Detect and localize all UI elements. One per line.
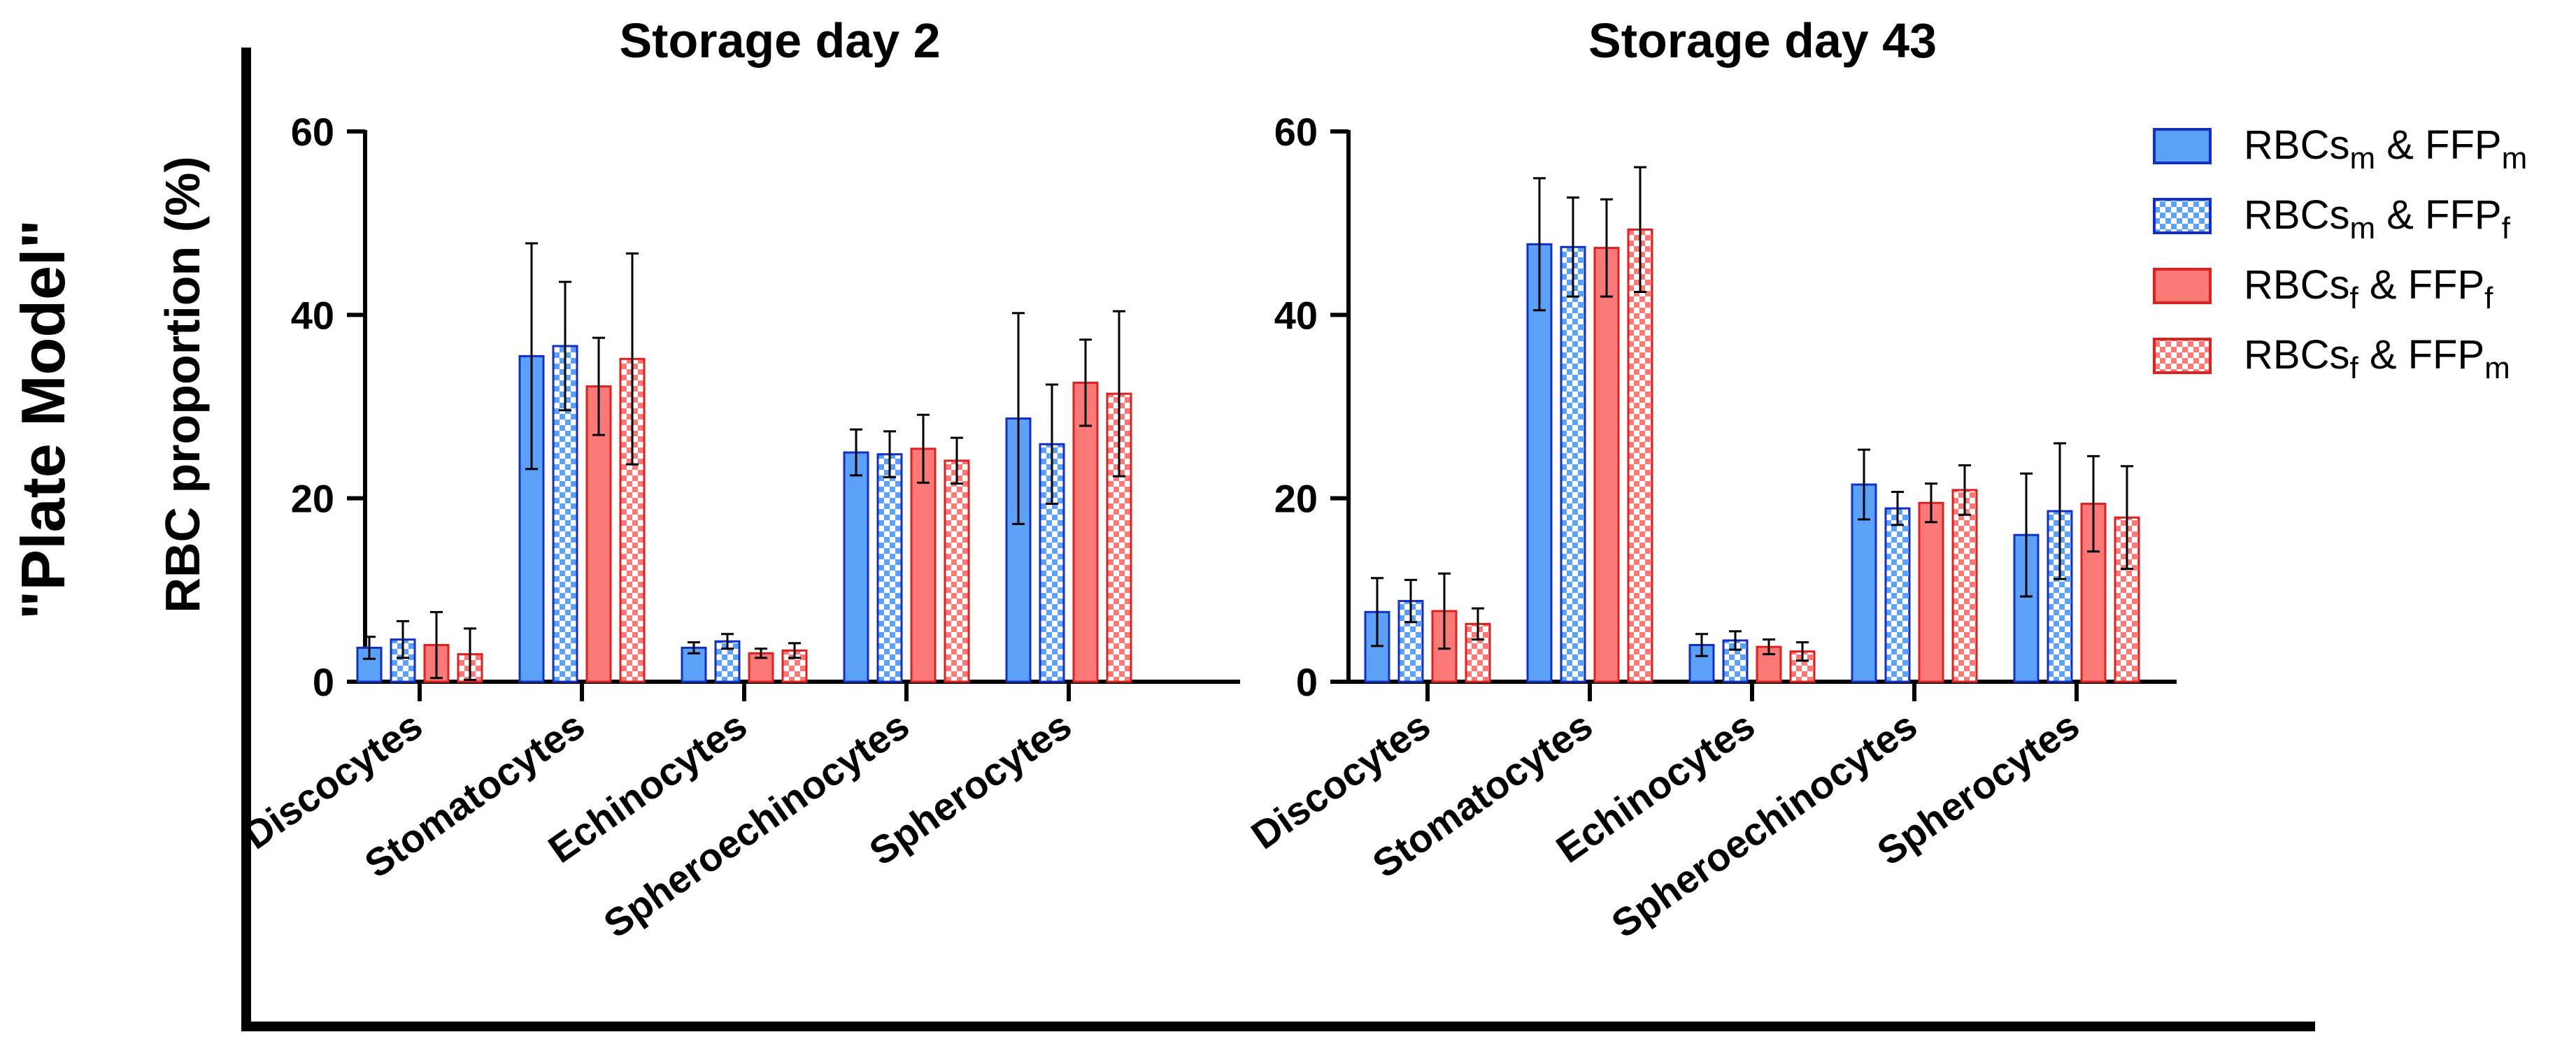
chart-panel-storage-day-2: Storage day 2 0204060DiscocytesStomatocy… <box>235 13 1240 946</box>
error-bar <box>2054 442 2066 580</box>
legend-item: RBCsm & FFPm <box>2153 122 2527 176</box>
error-bar <box>1858 448 1870 521</box>
bar <box>1918 501 1944 683</box>
error-bar <box>788 642 801 659</box>
error-bar <box>721 633 734 650</box>
y-tick-label: 20 <box>1274 477 1318 521</box>
error-bar <box>430 610 443 680</box>
error-bar <box>1079 338 1092 427</box>
error-bar <box>1012 312 1025 525</box>
bar <box>1756 645 1782 683</box>
y-tick-label: 20 <box>291 477 334 521</box>
error-bar <box>1533 177 1546 312</box>
error-bar <box>559 280 571 412</box>
error-bar <box>464 627 476 681</box>
error-bar <box>626 252 639 466</box>
y-tick-label: 60 <box>291 110 334 154</box>
error-bar <box>1695 633 1708 657</box>
y-tick-label: 60 <box>1274 110 1318 154</box>
error-bar <box>1958 464 1971 516</box>
error-bar <box>363 636 376 660</box>
chart-title: Storage day 43 <box>1588 13 1937 68</box>
error-bar <box>1634 166 1646 294</box>
x-tick-label: Spheroechinocytes <box>1604 703 1925 946</box>
legend-item: RBCsf & FFPm <box>2153 332 2510 385</box>
error-bar <box>951 436 963 485</box>
error-bar <box>1438 572 1451 650</box>
bar <box>1627 228 1653 683</box>
error-bar <box>2020 472 2033 598</box>
error-bar <box>525 242 538 471</box>
error-bar <box>755 647 767 659</box>
legend-swatch <box>2153 198 2212 234</box>
error-bar <box>883 430 896 478</box>
chart-title: Storage day 2 <box>619 13 940 68</box>
bar <box>1722 639 1749 683</box>
legend-swatch <box>2153 268 2212 304</box>
legend-item: RBCsf & FFPf <box>2153 262 2493 315</box>
y-tick-label: 0 <box>1296 660 1318 704</box>
error-bar <box>1600 198 1613 298</box>
side-label: "Plate Model" <box>8 220 78 619</box>
error-bar <box>1371 577 1383 647</box>
legend-item: RBCsm & FFPf <box>2153 192 2511 245</box>
x-tick-label: Spheroechinocytes <box>596 703 917 946</box>
bar <box>1072 381 1099 683</box>
error-bar <box>592 336 605 436</box>
bar <box>1789 650 1816 683</box>
legend-label: RBCsf & FFPm <box>2244 332 2510 385</box>
error-bar <box>1567 196 1579 298</box>
bar <box>944 459 970 683</box>
error-bar <box>1891 490 1904 526</box>
error-bar <box>2087 454 2100 553</box>
error-bar <box>1113 310 1125 478</box>
legend-label: RBCsm & FFPm <box>2244 122 2527 176</box>
legend: RBCsm & FFPm RBCsm & FFPf RBCsf & FFPf RBCs… <box>2153 122 2527 385</box>
y-axis-label: RBC proportion (%) <box>155 156 210 613</box>
bar <box>1560 245 1586 683</box>
error-bar <box>1404 578 1417 624</box>
error-bar <box>1796 641 1809 662</box>
error-bar <box>1046 383 1058 506</box>
bar <box>1884 507 1911 683</box>
bar <box>1951 489 1978 683</box>
error-bar <box>397 619 409 659</box>
error-bar <box>1763 638 1775 656</box>
error-bar <box>2121 465 2133 571</box>
bar <box>1593 247 1620 683</box>
bar <box>910 447 937 683</box>
legend-label: RBCsf & FFPf <box>2244 262 2493 315</box>
legend-swatch <box>2153 128 2212 164</box>
error-bar <box>850 428 862 477</box>
y-tick-label: 40 <box>1274 293 1318 337</box>
bar <box>1526 243 1553 683</box>
chart-panel-storage-day-43: Storage day 43 0204060DiscocytesStomatoc… <box>1243 13 2177 946</box>
legend-label: RBCsm & FFPf <box>2244 192 2511 245</box>
error-bar <box>1472 607 1484 641</box>
error-bar <box>1925 482 1937 524</box>
error-bar <box>688 641 700 654</box>
legend-swatch <box>2153 338 2212 374</box>
y-tick-label: 0 <box>313 660 334 704</box>
y-tick-label: 40 <box>291 293 334 337</box>
bar <box>843 451 869 683</box>
error-bar <box>917 413 930 484</box>
error-bar <box>1729 630 1742 651</box>
bar <box>876 453 903 683</box>
